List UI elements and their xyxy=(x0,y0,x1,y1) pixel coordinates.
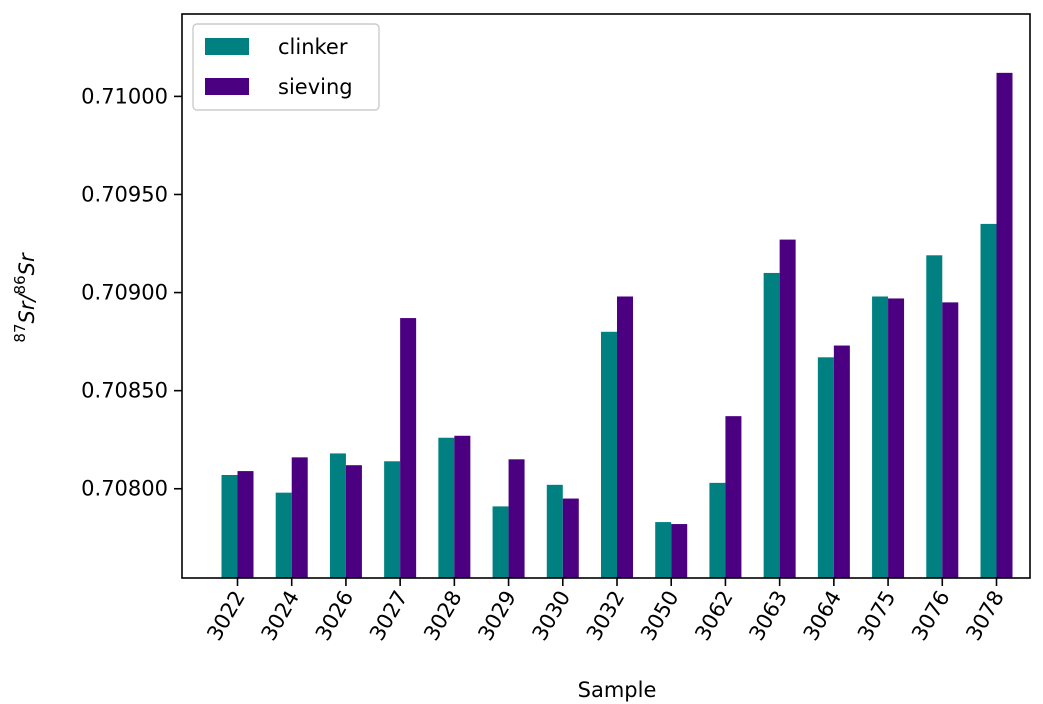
legend-swatch-clinker xyxy=(205,38,249,55)
bar-sieving-3030 xyxy=(562,498,579,578)
bar-sieving-3063 xyxy=(779,239,796,578)
bar-sieving-3022 xyxy=(237,471,254,578)
bar-sieving-3064 xyxy=(833,345,850,578)
bar-clinker-3064 xyxy=(817,357,834,578)
bar-clinker-3029 xyxy=(492,506,509,578)
y-tick-label: 0.71000 xyxy=(81,84,168,108)
x-tick-label-3029: 3029 xyxy=(473,587,521,645)
bar-clinker-3028 xyxy=(438,437,455,578)
bar-sieving-3032 xyxy=(617,296,633,578)
x-tick-label-3064: 3064 xyxy=(799,587,847,645)
bar-clinker-3075 xyxy=(872,296,889,578)
bar-clinker-3050 xyxy=(655,522,672,578)
x-tick-label-3050: 3050 xyxy=(636,587,684,645)
bar-clinker-3022 xyxy=(221,475,238,578)
x-tick-label-3076: 3076 xyxy=(907,587,955,645)
y-label-sr-2: Sr xyxy=(15,252,39,275)
x-tick-label-3062: 3062 xyxy=(690,587,738,645)
x-tick-label-3075: 3075 xyxy=(853,587,901,645)
bar-sieving-3026 xyxy=(345,465,362,578)
y-tick-label: 0.70950 xyxy=(81,182,168,206)
bar-sieving-3078 xyxy=(996,72,1013,578)
y-label-superscript-87: 87 xyxy=(11,324,29,343)
bar-sieving-3028 xyxy=(454,435,471,578)
x-tick-label-3024: 3024 xyxy=(257,587,305,645)
x-tick-label-3026: 3026 xyxy=(311,587,359,645)
bar-sieving-3062 xyxy=(725,416,742,578)
y-label-sr-1: Sr/ xyxy=(15,293,39,324)
x-tick-label-3063: 3063 xyxy=(744,587,792,645)
legend-label-sieving: sieving xyxy=(278,75,353,99)
bar-sieving-3024 xyxy=(291,457,308,578)
y-label-superscript-86: 86 xyxy=(11,275,29,294)
bar-clinker-3063 xyxy=(763,272,780,578)
x-tick-label-3022: 3022 xyxy=(202,587,250,645)
x-tick-label-3028: 3028 xyxy=(419,587,467,645)
x-tick-label-3030: 3030 xyxy=(528,587,576,645)
x-tick-label-3032: 3032 xyxy=(582,587,630,645)
y-axis-ticks: 0.70800 0.70850 0.70900 0.70950 0.71000 xyxy=(81,84,182,501)
legend-swatch-sieving xyxy=(205,78,249,95)
bar-sieving-3075 xyxy=(888,298,905,578)
bar-clinker-3026 xyxy=(329,453,346,578)
y-axis-label: 87Sr/86Sr xyxy=(11,252,39,343)
bar-sieving-3029 xyxy=(508,459,525,578)
x-tick-label-3027: 3027 xyxy=(365,587,413,645)
x-tick-label-3078: 3078 xyxy=(961,587,1009,645)
y-tick-label: 0.70900 xyxy=(81,281,168,305)
x-axis-label: Sample xyxy=(578,678,657,702)
bars-group xyxy=(221,72,1013,579)
bar-clinker-3030 xyxy=(546,484,563,578)
legend: clinker sieving xyxy=(192,23,380,111)
bar-clinker-3027 xyxy=(384,461,401,578)
bar-clinker-3024 xyxy=(275,492,292,578)
bar-sieving-3076 xyxy=(942,302,959,578)
y-tick-label: 0.70800 xyxy=(81,477,168,501)
bar-clinker-3076 xyxy=(926,255,943,578)
bar-clinker-3032 xyxy=(601,331,617,578)
x-axis-ticks: 3022 3024 3026 3027 3028 3029 3030 3032 3050 3062… xyxy=(202,578,1009,645)
bar-clinker-3062 xyxy=(709,482,726,578)
bar-clinker-3078 xyxy=(980,223,997,579)
bar-sieving-3027 xyxy=(400,318,417,578)
bar-sieving-3050 xyxy=(671,524,688,578)
y-tick-label: 0.70850 xyxy=(81,379,168,403)
legend-label-clinker: clinker xyxy=(278,35,348,59)
plot-frame xyxy=(181,13,1031,579)
